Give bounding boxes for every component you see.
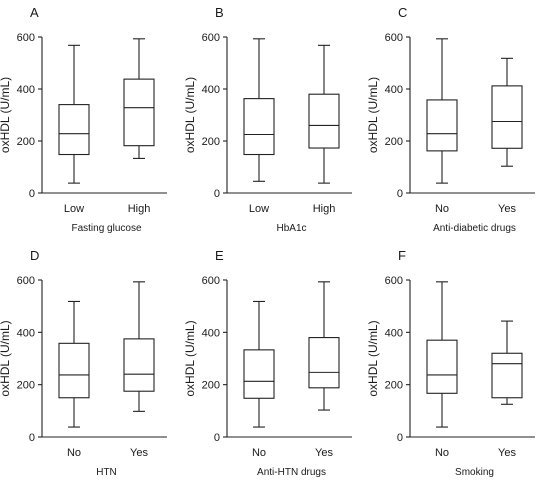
iqr-box	[58, 342, 90, 399]
iqr-box	[123, 338, 155, 392]
y-tick-label: 200	[17, 136, 35, 148]
x-category-label: No	[252, 447, 266, 459]
y-axis-label: oxHDL (U/mL)	[366, 77, 380, 153]
iqr-box	[426, 339, 458, 394]
y-tick-label: 200	[202, 380, 220, 392]
x-category-label: Yes	[498, 203, 516, 215]
y-tick-label: 400	[202, 327, 220, 339]
x-category-label: Yes	[130, 447, 148, 459]
iqr-box	[243, 98, 275, 156]
x-category-label: No	[67, 447, 81, 459]
panel-letter-d: D	[30, 248, 39, 263]
panel-letter-f: F	[398, 248, 406, 263]
y-tick-label: 200	[385, 380, 403, 392]
y-tick-label: 0	[214, 432, 220, 444]
y-tick-label: 0	[214, 188, 220, 200]
iqr-box	[243, 349, 275, 399]
y-tick-label: 400	[385, 327, 403, 339]
y-tick-label: 600	[385, 275, 403, 287]
y-tick-label: 400	[17, 84, 35, 96]
panel-letter-e: E	[215, 248, 224, 263]
y-tick-label: 400	[385, 84, 403, 96]
x-category-label: No	[435, 203, 449, 215]
y-tick-label: 400	[202, 84, 220, 96]
y-tick-label: 400	[17, 327, 35, 339]
iqr-box	[308, 337, 340, 389]
y-tick-label: 200	[17, 380, 35, 392]
y-tick-label: 0	[29, 188, 35, 200]
x-category-label: High	[313, 203, 336, 215]
panel-letter-c: C	[398, 5, 407, 20]
y-axis-label: oxHDL (U/mL)	[366, 320, 380, 396]
iqr-box	[308, 93, 340, 149]
panel-letter-b: B	[215, 5, 224, 20]
y-tick-label: 600	[385, 32, 403, 44]
y-tick-label: 0	[397, 432, 403, 444]
x-axis-title: Anti-diabetic drugs	[433, 223, 516, 234]
iqr-box	[491, 85, 523, 149]
x-category-label: Yes	[315, 447, 333, 459]
x-category-label: Low	[249, 203, 269, 215]
iqr-box	[426, 99, 458, 152]
x-axis-title: HTN	[96, 467, 117, 478]
y-axis-label: oxHDL (U/mL)	[0, 77, 12, 153]
iqr-box	[491, 352, 523, 399]
y-tick-label: 600	[202, 32, 220, 44]
y-tick-label: 200	[202, 136, 220, 148]
iqr-box	[58, 104, 90, 156]
x-category-label: No	[435, 447, 449, 459]
x-axis-title: Smoking	[455, 467, 494, 478]
x-axis-title: Fasting glucose	[71, 223, 141, 234]
x-axis-title: HbA1c	[276, 223, 306, 234]
x-axis-title: Anti-HTN drugs	[257, 467, 326, 478]
y-tick-label: 0	[397, 188, 403, 200]
y-tick-label: 600	[17, 275, 35, 287]
x-category-label: Low	[64, 203, 84, 215]
y-tick-label: 200	[385, 136, 403, 148]
iqr-box	[123, 78, 155, 147]
y-tick-label: 0	[29, 432, 35, 444]
y-tick-label: 600	[17, 32, 35, 44]
x-category-label: High	[128, 203, 151, 215]
y-tick-label: 600	[202, 275, 220, 287]
y-axis-label: oxHDL (U/mL)	[183, 77, 197, 153]
y-axis-label: oxHDL (U/mL)	[183, 320, 197, 396]
panel-letter-a: A	[30, 5, 39, 20]
x-category-label: Yes	[498, 447, 516, 459]
y-axis-label: oxHDL (U/mL)	[0, 320, 12, 396]
